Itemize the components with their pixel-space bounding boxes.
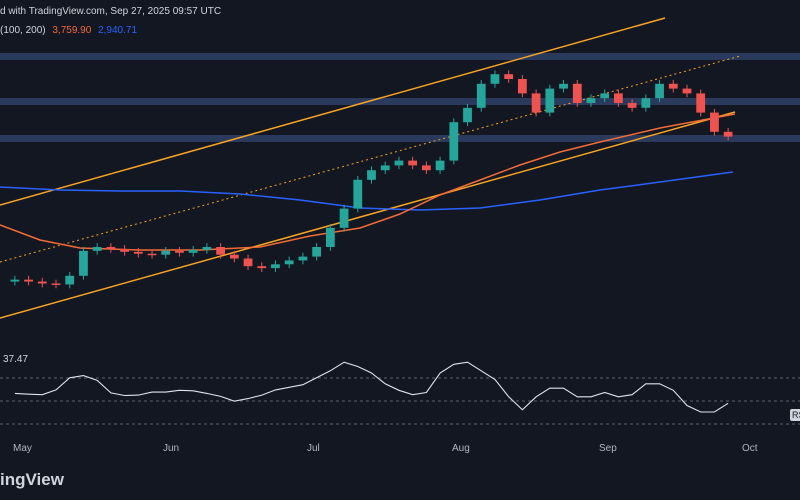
candle-body xyxy=(627,103,637,108)
candle-body xyxy=(188,249,198,253)
candle-body xyxy=(435,160,445,171)
x-tick-oct: Oct xyxy=(742,443,758,454)
candle-body xyxy=(531,93,541,113)
candle-body xyxy=(559,83,568,89)
rsi-price-tag: RS xyxy=(790,409,800,421)
candle-body xyxy=(65,275,75,285)
candle-body xyxy=(175,250,184,253)
candle-body xyxy=(284,260,294,265)
support-zone-low xyxy=(0,135,800,142)
candle-body xyxy=(229,254,239,259)
ma200-line xyxy=(0,171,734,211)
candle-body xyxy=(641,98,651,108)
candle-body xyxy=(421,165,431,171)
channel-mid-line xyxy=(0,55,741,263)
candle-body xyxy=(600,93,610,99)
candle-body xyxy=(572,83,582,103)
candle-body xyxy=(120,248,129,252)
candle-body xyxy=(106,247,116,249)
candle-body xyxy=(92,247,102,251)
candle-body xyxy=(545,88,555,113)
candle-body xyxy=(380,165,390,171)
ma-legend: (100, 200) 3,759.90 2,940.71 xyxy=(0,25,141,36)
candle-body xyxy=(367,170,376,180)
candle-body xyxy=(37,281,47,284)
candle-body xyxy=(161,250,171,255)
candle-body xyxy=(710,112,719,132)
rsi-value-label: 37.47 xyxy=(3,354,29,365)
tradingview-logo: ingView xyxy=(0,470,64,489)
candle-body xyxy=(271,264,280,269)
x-tick-jul: Jul xyxy=(307,443,320,454)
candle-body xyxy=(79,250,88,276)
candle-body xyxy=(668,83,678,89)
candles-series xyxy=(10,70,733,289)
candle-body xyxy=(723,131,733,137)
ma100-value: 3,759.90 xyxy=(52,25,92,36)
candle-body xyxy=(586,98,596,103)
channel-upper-line xyxy=(0,17,666,206)
resistance-zone-top xyxy=(0,53,800,60)
candle-body xyxy=(614,93,623,103)
candle-body xyxy=(490,74,500,84)
candle-body xyxy=(312,247,322,257)
candle-body xyxy=(24,279,33,282)
candle-body xyxy=(133,251,143,254)
ma-params: (100, 200) xyxy=(0,25,46,36)
candle-body xyxy=(10,279,20,282)
candle-body xyxy=(463,107,472,123)
candle-body xyxy=(476,83,486,108)
candle-body xyxy=(243,258,253,267)
published-header: d with TradingView.com, Sep 27, 2025 09:… xyxy=(0,6,222,17)
candle-body xyxy=(682,88,692,94)
candle-body xyxy=(51,283,61,285)
x-tick-aug: Aug xyxy=(452,443,470,454)
candle-body xyxy=(147,253,157,256)
candle-body xyxy=(339,208,349,228)
candle-body xyxy=(655,83,664,99)
resistance-zone-mid xyxy=(0,98,800,105)
candle-body xyxy=(517,79,527,94)
x-tick-may: May xyxy=(13,443,32,454)
ma200-value: 2,940.71 xyxy=(98,25,138,36)
candle-body xyxy=(257,266,267,269)
candle-body xyxy=(325,227,335,247)
candle-body xyxy=(504,74,514,79)
candle-body xyxy=(449,122,459,161)
candle-body xyxy=(353,179,363,209)
candle-body xyxy=(298,256,308,261)
x-tick-jun: Jun xyxy=(163,443,180,454)
candle-body xyxy=(202,247,212,250)
ma100-line xyxy=(0,113,736,251)
candle-body xyxy=(216,247,226,255)
candle-body xyxy=(394,160,404,166)
candle-body xyxy=(408,160,418,166)
candle-body xyxy=(696,93,706,113)
rsi-line xyxy=(14,361,729,413)
x-tick-sep: Sep xyxy=(599,443,617,454)
channel-lower-line xyxy=(0,111,736,319)
